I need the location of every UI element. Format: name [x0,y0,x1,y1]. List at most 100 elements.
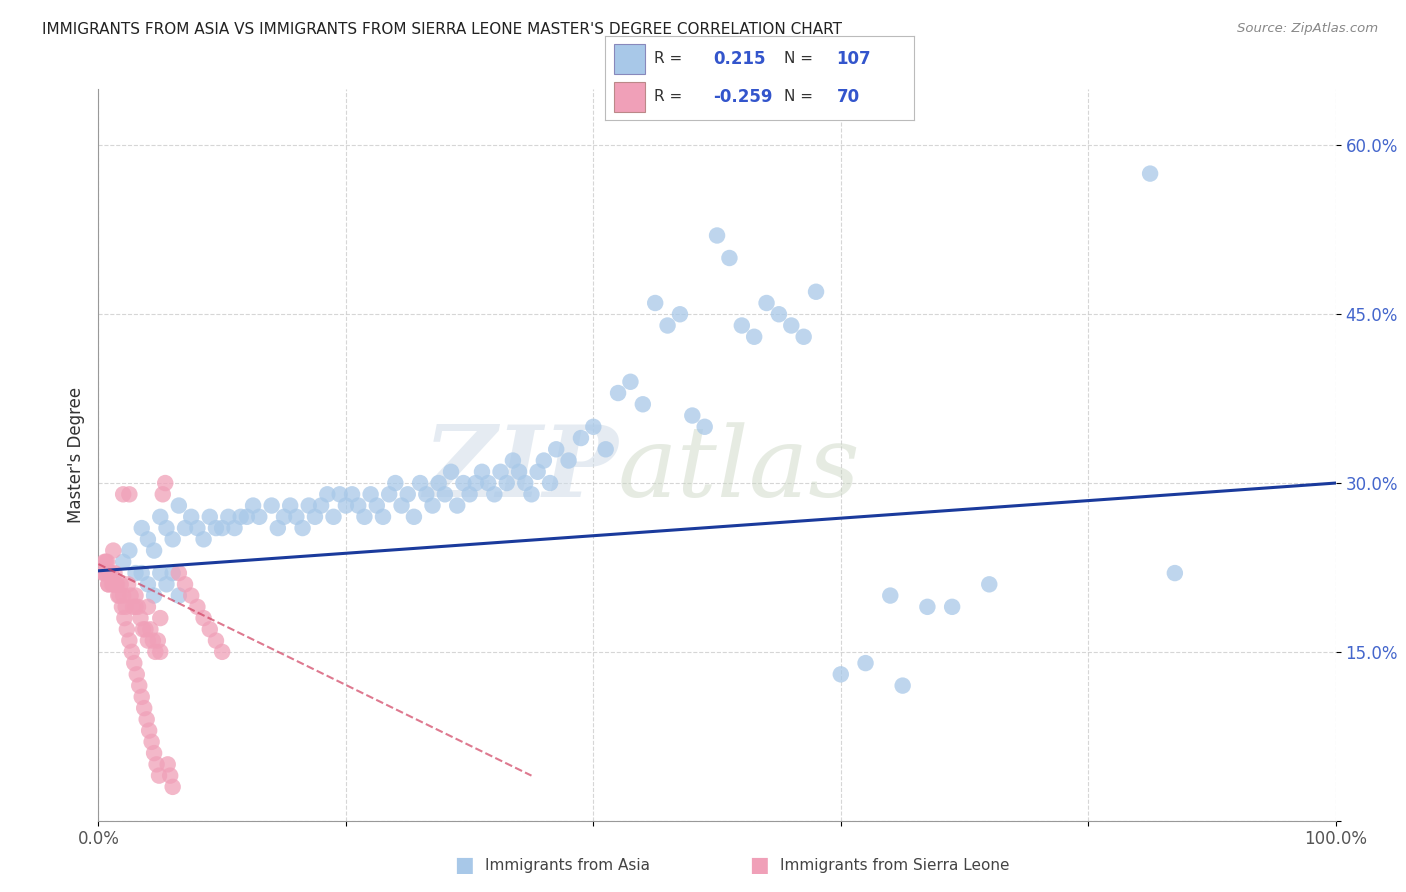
Point [644,296,666,310]
Point [267,521,290,535]
Point [167,499,190,513]
Point [260,499,283,513]
Point [124,589,146,603]
Point [316,487,339,501]
Point [453,476,475,491]
Point [855,656,877,670]
Point [526,465,548,479]
Point [136,577,159,591]
Point [755,296,778,310]
Point [94,566,117,580]
Point [118,543,141,558]
Point [360,487,382,501]
Point [135,712,157,726]
Point [335,499,357,513]
Point [111,599,134,614]
Point [167,589,190,603]
Point [569,431,592,445]
Text: ■: ■ [749,855,769,875]
Point [768,307,790,321]
Point [291,521,314,535]
Point [557,453,579,467]
Point [427,476,450,491]
Point [446,499,468,513]
Point [121,645,143,659]
Point [804,285,827,299]
Point [155,476,177,491]
Point [101,577,124,591]
Point [103,566,125,580]
Point [186,521,208,535]
Text: R =: R = [654,89,682,104]
Point [115,623,138,637]
Point [366,499,388,513]
Point [180,509,202,524]
Text: 107: 107 [837,50,872,68]
Point [149,509,172,524]
Point [139,623,162,637]
Point [378,487,401,501]
Text: IMMIGRANTS FROM ASIA VS IMMIGRANTS FROM SIERRA LEONE MASTER'S DEGREE CORRELATION: IMMIGRANTS FROM ASIA VS IMMIGRANTS FROM … [42,22,842,37]
Point [582,419,605,434]
Point [120,589,142,603]
Point [353,509,375,524]
Point [205,633,228,648]
Point [162,780,184,794]
Point [495,476,517,491]
Point [979,577,1001,591]
Point [402,509,425,524]
Point [159,769,181,783]
Point [477,476,499,491]
Point [198,509,221,524]
Point [112,487,135,501]
Point [409,476,432,491]
Point [100,566,122,580]
Point [162,566,184,580]
Text: ■: ■ [454,855,474,875]
Point [515,476,537,491]
Point [273,509,295,524]
Point [681,409,703,423]
Point [148,769,170,783]
Point [127,599,149,614]
Point [464,476,486,491]
Point [384,476,406,491]
Point [391,499,413,513]
Point [879,589,901,603]
Point [619,375,641,389]
Point [224,521,246,535]
Point [152,487,174,501]
Point [155,521,177,535]
Point [146,633,169,648]
Point [105,577,128,591]
Point [657,318,679,333]
Point [167,566,190,580]
Point [124,599,146,614]
Point [122,599,145,614]
Point [141,735,163,749]
Point [94,555,117,569]
Text: Immigrants from Asia: Immigrants from Asia [485,858,650,872]
Point [433,487,456,501]
Point [508,465,530,479]
Point [112,611,135,625]
Point [149,645,172,659]
Point [114,599,136,614]
Point [129,611,152,625]
Text: 0.215: 0.215 [713,50,765,68]
Point [607,386,630,401]
Text: Immigrants from Sierra Leone: Immigrants from Sierra Leone [780,858,1010,872]
Point [217,509,239,524]
Point [156,757,179,772]
Point [546,442,568,457]
Point [917,599,939,614]
Point [118,633,141,648]
Point [298,499,321,513]
Point [136,599,159,614]
Point [891,679,914,693]
Point [458,487,481,501]
Point [520,487,543,501]
Point [186,599,208,614]
Point [131,566,153,580]
Point [669,307,692,321]
